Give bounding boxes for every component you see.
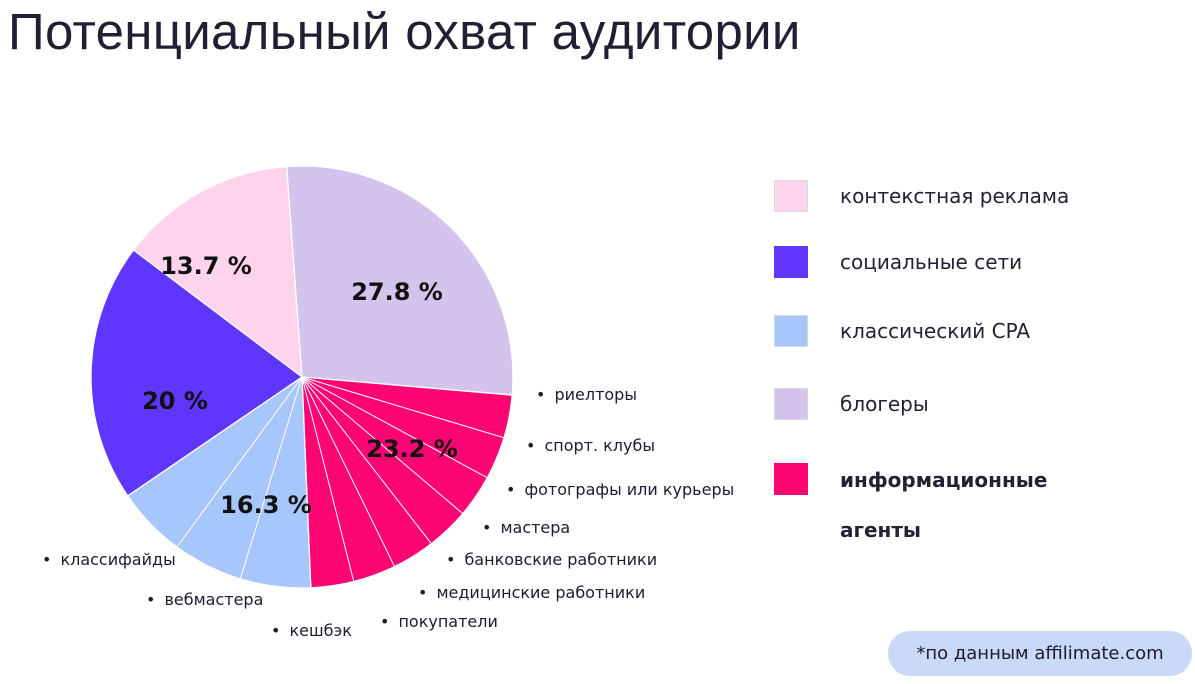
legend-item-social: социальные сети: [774, 246, 1022, 278]
slice-percent-label: 13.7 %: [160, 252, 252, 280]
sub-segment-divider: [176, 376, 303, 548]
slice-context-ads: [132, 165, 303, 379]
sub-label-medical-workers: • медицинские работники: [418, 583, 646, 602]
slice-percent-label: 20 %: [142, 387, 208, 415]
legend-label: контекстная реклама: [840, 184, 1070, 208]
source-badge: *по данным affilimate.com: [888, 631, 1192, 676]
slice-classic-cpa: [126, 375, 312, 589]
legend-item-info-agents: информационные агенты: [774, 463, 1090, 555]
sub-label-buyers: • покупатели: [380, 612, 498, 631]
sub-label-masters: • мастера: [482, 518, 571, 537]
legend-swatch-social: [774, 246, 808, 278]
sub-label-bank-workers: • банковские работники: [446, 550, 658, 569]
legend-item-bloggers: блогеры: [774, 388, 929, 420]
slice-info-agents: [301, 376, 513, 589]
legend-label: блогеры: [840, 392, 929, 416]
legend-swatch-cpa: [774, 315, 808, 347]
legend-label: информационные агенты: [840, 468, 1048, 542]
legend-swatch-bloggers: [774, 388, 808, 420]
legend-label: социальные сети: [840, 250, 1023, 274]
sub-segment-divider: [301, 376, 464, 515]
legend-swatch-context-ads: [774, 180, 808, 212]
slice-bloggers: [285, 165, 514, 396]
page-title: Потенциальный охват аудитории: [8, 3, 801, 60]
sub-label-sport-clubs: • спорт. клубы: [526, 436, 655, 455]
sub-segment-divider: [301, 376, 488, 479]
sub-segment-divider: [301, 376, 355, 582]
sub-segment-divider: [301, 376, 432, 544]
legend-item-cpa: классический CPA: [774, 315, 1030, 347]
slice-labels: 13.7 % 27.8 % 23.2 % 16.3 % 20 %: [142, 252, 458, 519]
sub-label-realtors: • риелторы: [536, 385, 637, 404]
sub-label-photographers: • фотографы или курьеры: [506, 480, 735, 499]
sub-segment-divider: [301, 376, 395, 567]
sub-label-classifieds: • классифайды: [42, 550, 176, 569]
sub-label-cashback: • кешбэк: [271, 621, 352, 640]
slice-percent-label: 23.2 %: [366, 435, 458, 463]
legend-swatch-info-agents: [774, 463, 808, 495]
slice-percent-label: 27.8 %: [351, 278, 443, 306]
slice-percent-label: 16.3 %: [220, 491, 312, 519]
pie-slices: [90, 165, 514, 589]
sub-segment-divider: [301, 376, 505, 439]
sub-segment-divider: [239, 376, 303, 579]
legend-label: классический CPA: [840, 319, 1031, 343]
sub-segment-dividers: [176, 376, 505, 582]
legend-item-context-ads: контекстная реклама: [774, 180, 1069, 212]
sub-label-webmasters: • вебмастера: [146, 590, 264, 609]
slice-social: [90, 249, 304, 497]
